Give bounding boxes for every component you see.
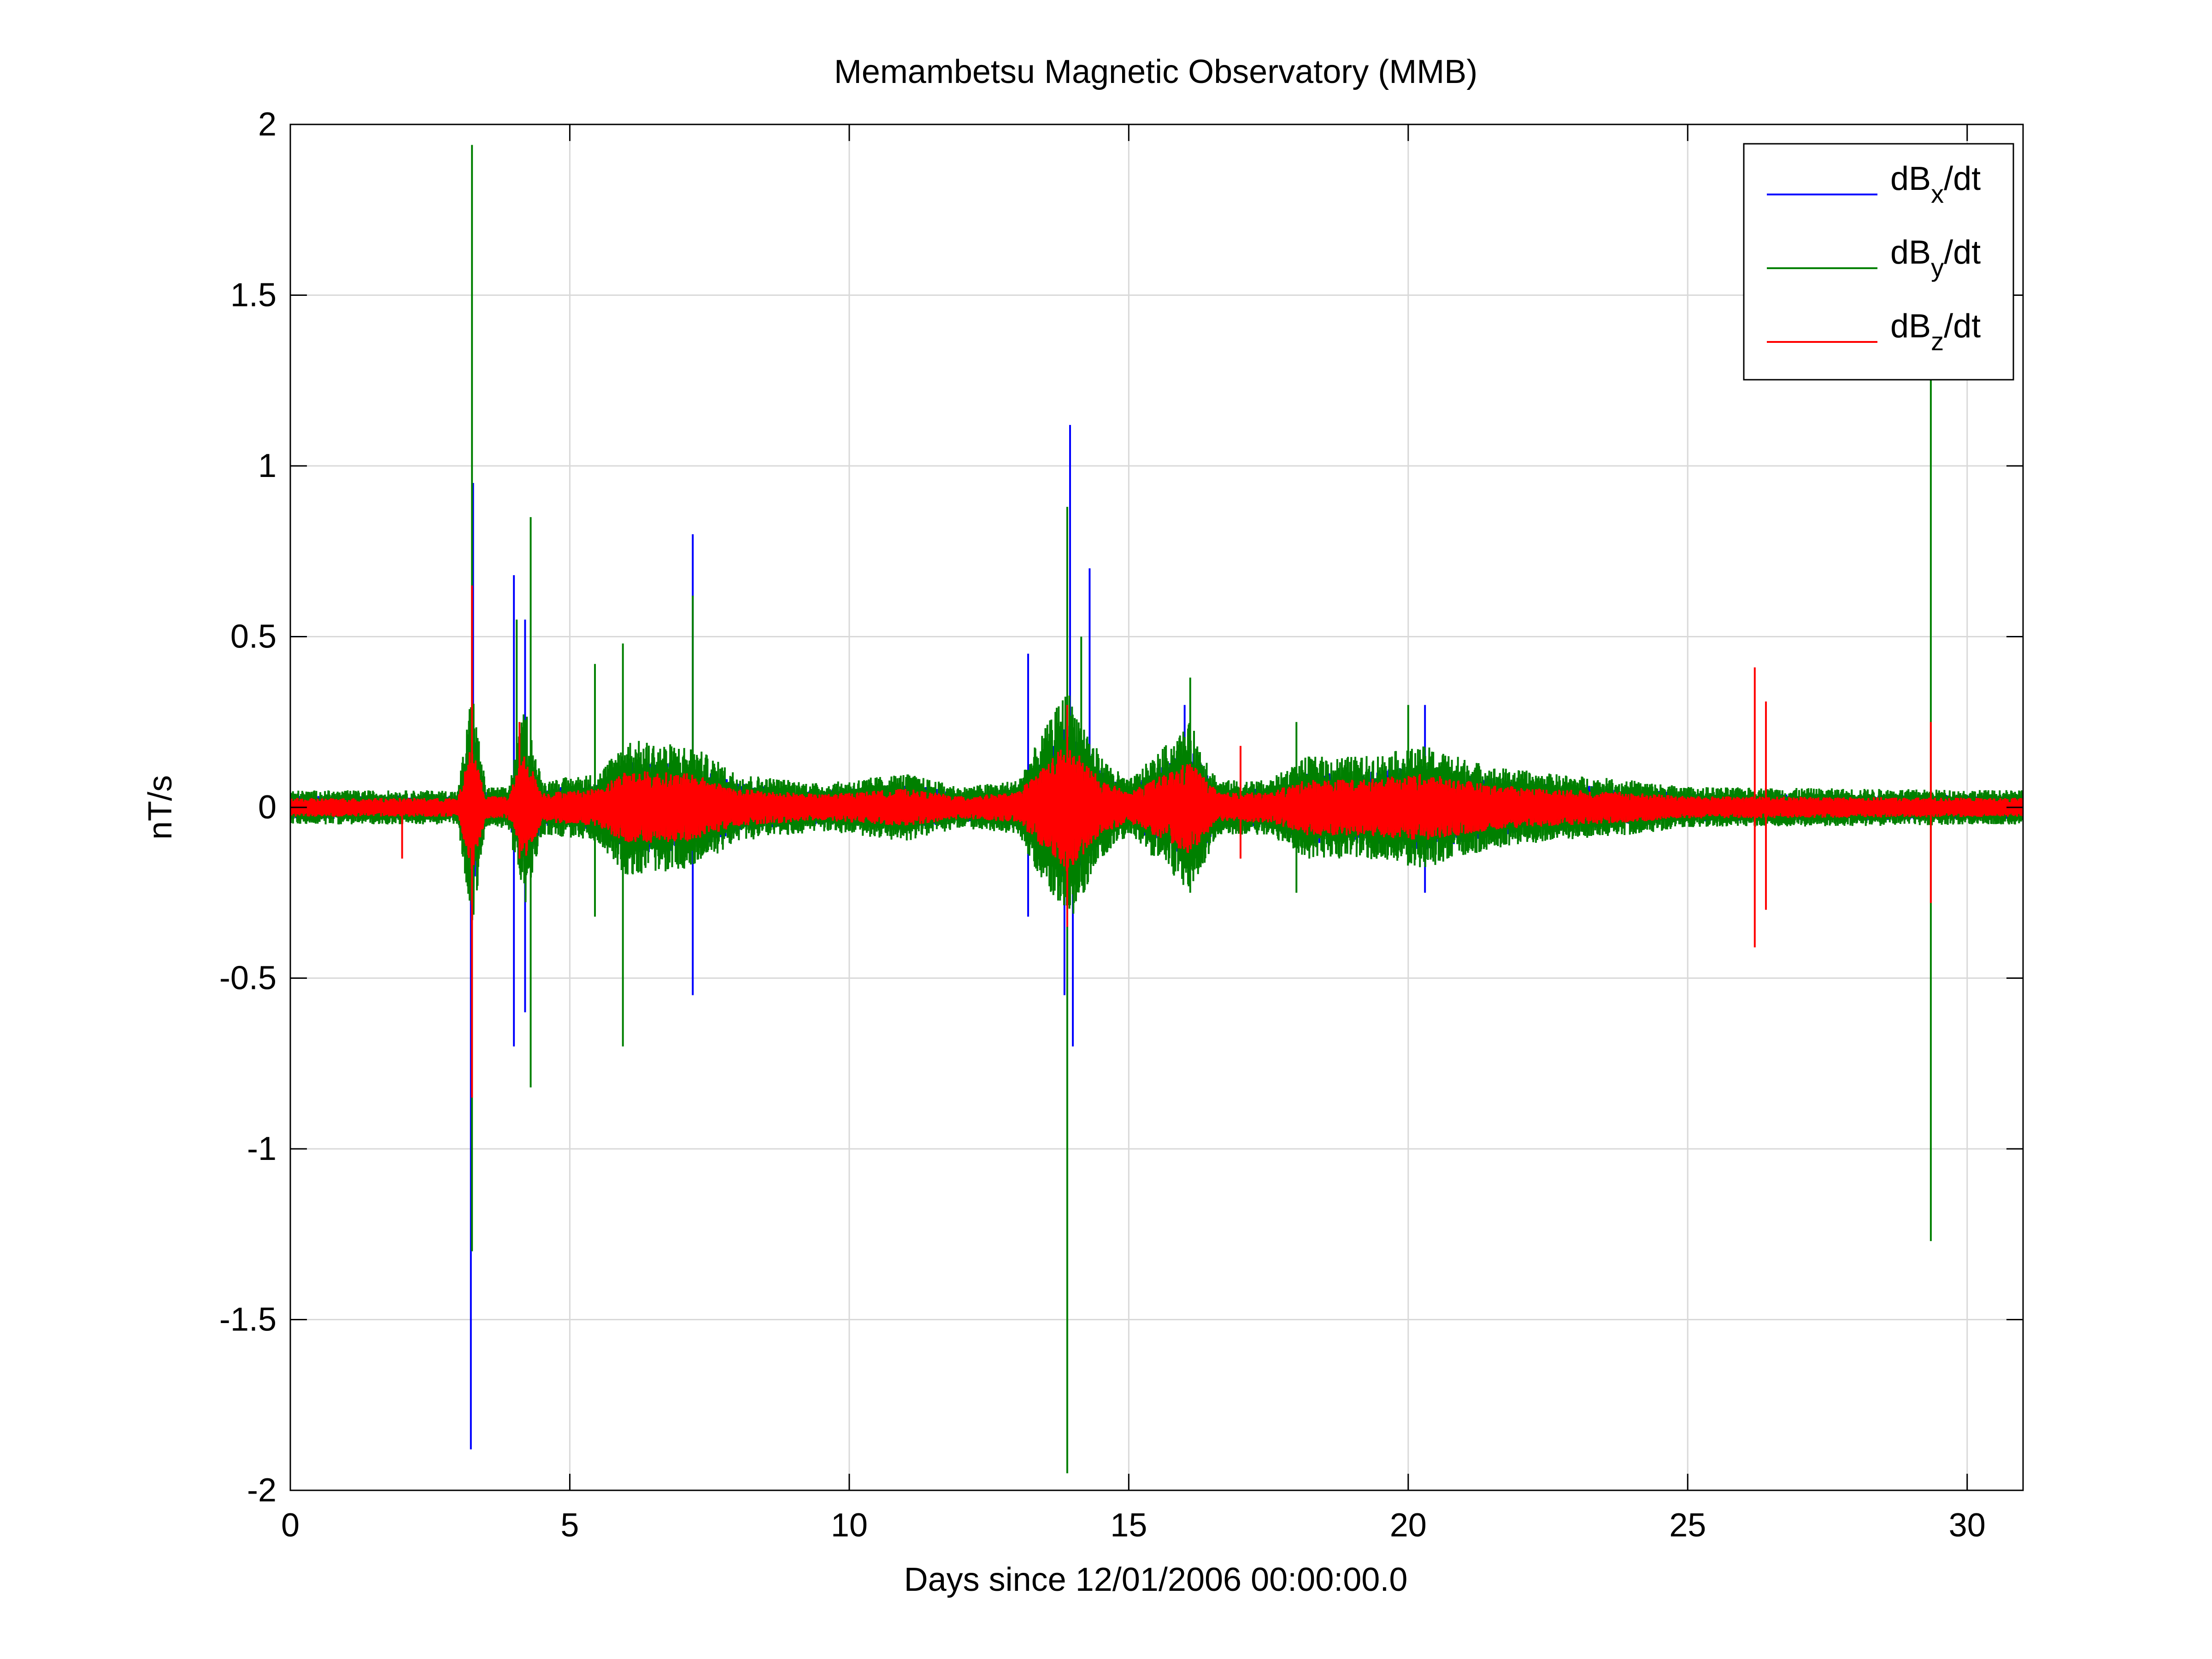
x-tick-label: 20 xyxy=(1390,1507,1427,1544)
y-tick-label: -0.5 xyxy=(219,960,276,997)
series-layer xyxy=(290,145,2023,1473)
x-tick-label: 10 xyxy=(831,1507,868,1544)
legend-label-suffix: /dt xyxy=(1944,308,1981,345)
legend-label-suffix: /dt xyxy=(1944,234,1981,271)
legend-label-base: dB xyxy=(1890,160,1931,197)
legend-label-suffix: /dt xyxy=(1944,160,1981,197)
y-tick-label: 0.5 xyxy=(230,618,276,655)
legend-label-subscript: y xyxy=(1931,253,1944,282)
legend-label-base: dB xyxy=(1890,234,1931,271)
y-tick-label: 0 xyxy=(258,789,276,826)
series-z xyxy=(290,585,2023,1098)
y-tick-label: 2 xyxy=(258,106,276,143)
chart-title: Memambetsu Magnetic Observatory (MMB) xyxy=(834,53,1477,90)
legend-label: dBx/dt xyxy=(1890,160,1981,208)
y-tick-label: 1 xyxy=(258,447,276,484)
legend-box xyxy=(1743,143,2014,381)
y-axis-label: nT/s xyxy=(142,775,179,840)
x-axis-label: Days since 12/01/2006 00:00:00.0 xyxy=(904,1561,1408,1598)
x-tick-label: 15 xyxy=(1110,1507,1147,1544)
legend-label-subscript: x xyxy=(1931,179,1944,208)
ticks: 0 5 10 15 20 25 30 -2 -1.5 -1 -0.5 0 0.5 1 1.5 2 xyxy=(219,106,2023,1544)
y-axis-label-group: nT/s xyxy=(142,775,179,840)
y-tick-label: -2 xyxy=(247,1472,276,1509)
legend-label: dBz/dt xyxy=(1890,308,1981,356)
y-tick-label: -1 xyxy=(247,1130,276,1167)
x-tick-label: 5 xyxy=(560,1507,579,1544)
legend-label-subscript: z xyxy=(1931,327,1944,356)
x-tick-label: 25 xyxy=(1669,1507,1706,1544)
x-tick-label: 30 xyxy=(1949,1507,1986,1544)
legend-label: dBy/dt xyxy=(1890,234,1981,282)
legend-label-base: dB xyxy=(1890,308,1931,345)
y-tick-label: -1.5 xyxy=(219,1301,276,1338)
y-tick-label: 1.5 xyxy=(230,277,276,314)
x-tick-label: 0 xyxy=(281,1507,300,1544)
series-z-trace xyxy=(290,749,2023,871)
